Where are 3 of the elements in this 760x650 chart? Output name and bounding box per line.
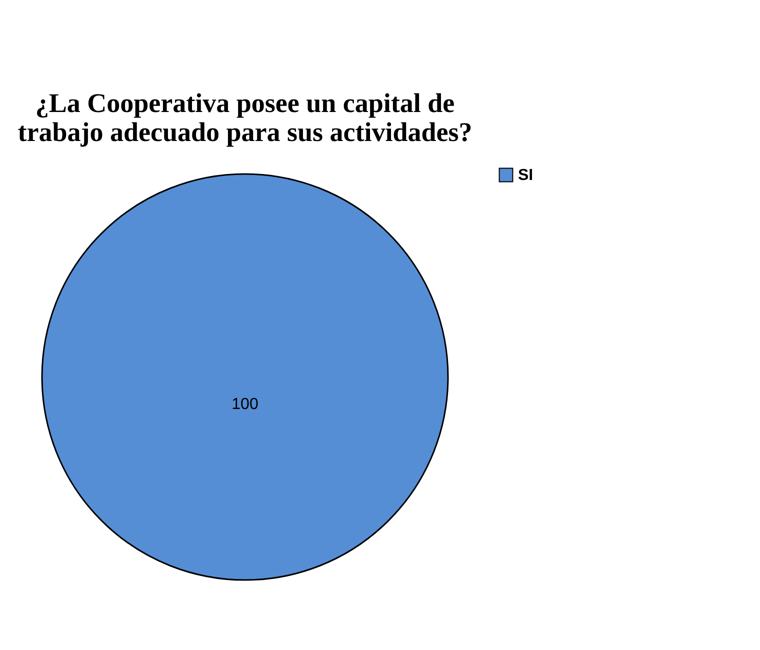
chart-title: ¿La Cooperativa posee un capital de trabajo adecuado para sus actividades? xyxy=(18,88,472,147)
data-label: 100 xyxy=(232,396,258,413)
legend-label: SI xyxy=(518,167,534,184)
